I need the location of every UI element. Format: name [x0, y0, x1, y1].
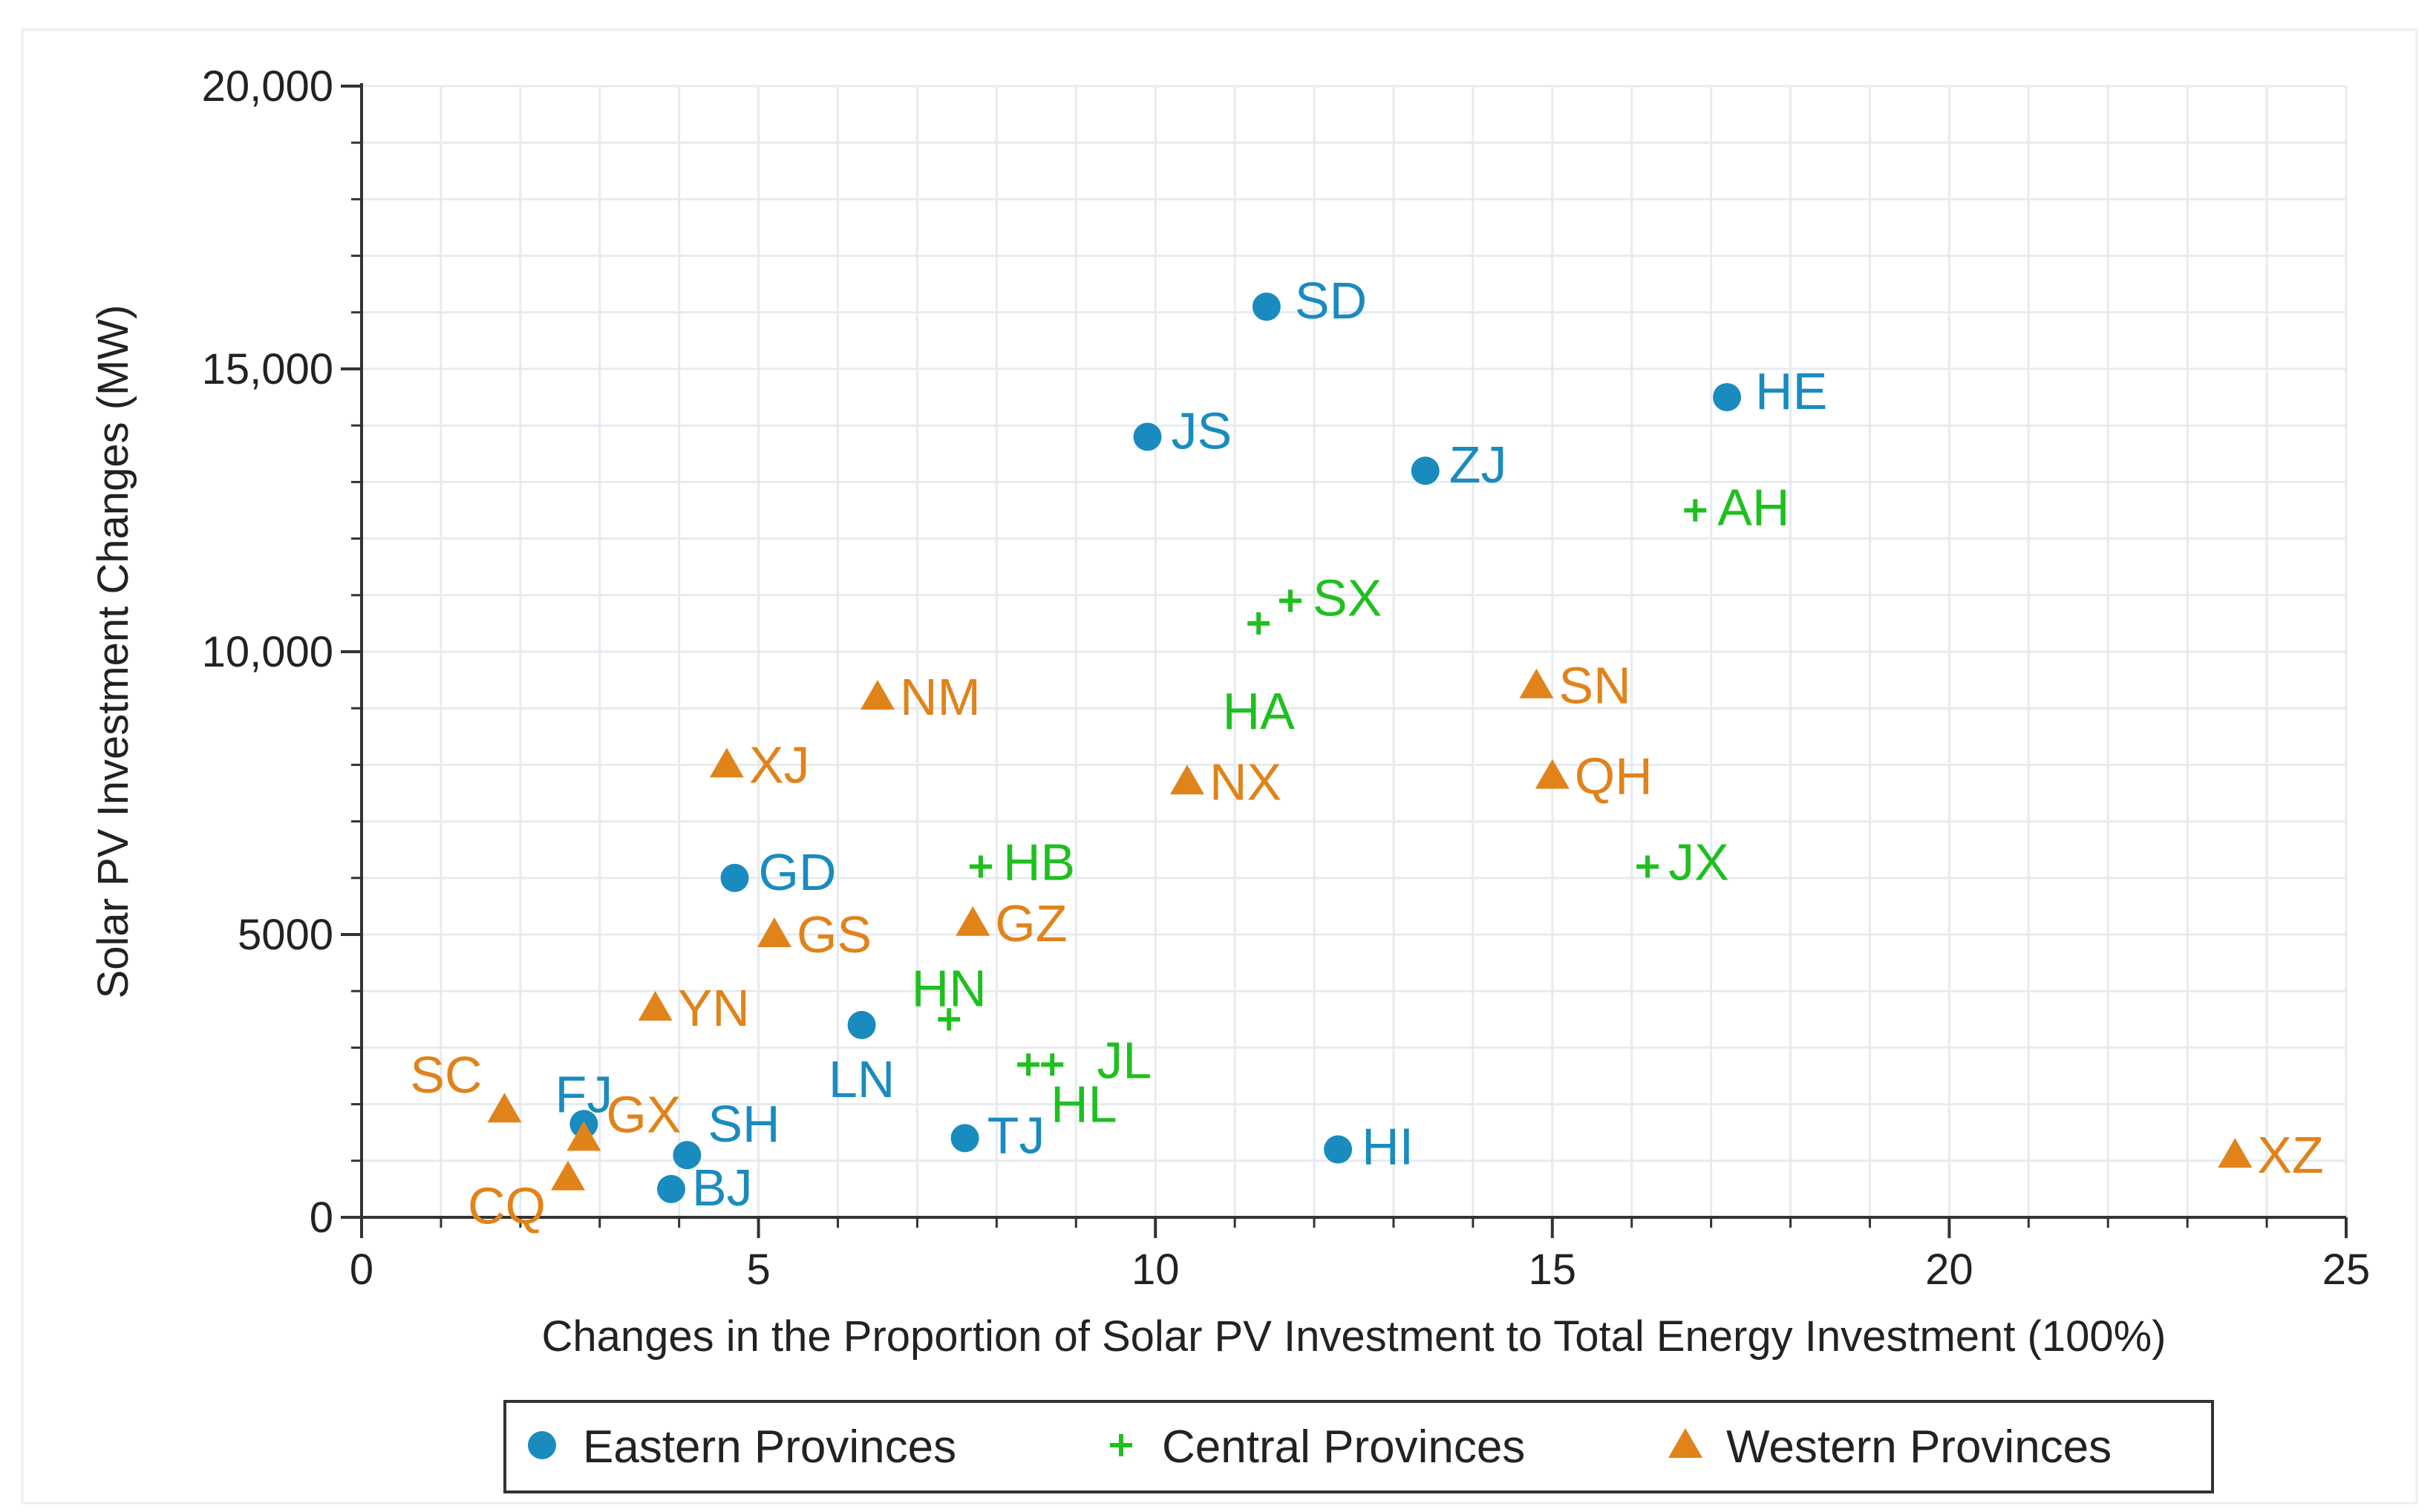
data-point-nm [860, 679, 895, 710]
data-point-bj [656, 1174, 685, 1203]
point-label-js: JS [1172, 402, 1232, 459]
point-label-ln: LN [829, 1050, 895, 1108]
point-label-ah: AH [1717, 479, 1789, 537]
data-point-gd [720, 863, 749, 892]
data-point-xj [709, 747, 744, 778]
legend-marker-plus [1110, 1434, 1132, 1456]
point-label-jx: JX [1668, 834, 1729, 891]
data-point-he [1713, 383, 1742, 412]
point-label-fj: FJ [555, 1065, 613, 1123]
data-point-qh [1535, 759, 1570, 789]
data-point-sd [1252, 292, 1281, 321]
data-point-gs [757, 917, 791, 947]
point-label-xj: XJ [749, 736, 810, 793]
data-point-jl [1041, 1053, 1064, 1076]
x-tick-label: 15 [1529, 1246, 1577, 1294]
x-tick-label: 25 [2322, 1246, 2371, 1294]
data-point-ln [847, 1010, 876, 1039]
y-tick-label: 0 [310, 1194, 333, 1242]
y-tick-label: 15,000 [202, 345, 333, 393]
legend: Eastern Provinces Central Provinces Wester… [503, 1400, 2214, 1493]
point-label-bj: BJ [692, 1159, 753, 1217]
data-point-ah [1684, 499, 1707, 522]
y-tick-label: 20,000 [202, 62, 333, 111]
data-point-nx [1169, 765, 1204, 795]
legend-label: Eastern Provinces [583, 1421, 956, 1473]
legend-marker-circle [528, 1431, 556, 1459]
point-label-xz: XZ [2257, 1126, 2323, 1184]
data-point-zj [1411, 456, 1440, 485]
point-label-jl: JL [1097, 1031, 1152, 1089]
point-label-hb: HB [1003, 834, 1075, 891]
y-tick-label: 10,000 [202, 628, 333, 676]
point-label-sn: SN [1558, 657, 1630, 715]
data-point-xz [2218, 1138, 2253, 1168]
point-label-gs: GS [797, 906, 872, 963]
x-tick-label: 20 [1925, 1246, 1973, 1294]
point-label-sh: SH [708, 1095, 780, 1153]
data-point-yn [638, 991, 673, 1021]
data-point-gz [956, 906, 990, 936]
point-label-hn: HN [912, 959, 987, 1017]
y-axis-title: Solar PV Investment Changes (MW) [89, 305, 137, 999]
legend-label: Western Provinces [1726, 1421, 2112, 1473]
data-point-jx [1636, 855, 1659, 878]
point-label-sc: SC [410, 1046, 482, 1104]
point-label-nx: NX [1209, 753, 1281, 811]
point-label-hl: HL [1051, 1075, 1117, 1133]
point-label-cq: CQ [468, 1177, 546, 1235]
data-point-ha [1247, 612, 1270, 635]
point-label-nm: NM [900, 668, 981, 726]
data-point-sc [487, 1093, 522, 1123]
data-point-gx [566, 1121, 601, 1151]
x-tick-label: 0 [350, 1246, 373, 1294]
data-point-cq [550, 1160, 585, 1191]
data-point-sh [673, 1141, 702, 1170]
point-label-sx: SX [1313, 569, 1382, 626]
y-tick-label: 5000 [238, 911, 333, 959]
point-label-gz: GZ [995, 894, 1067, 952]
point-label-qh: QH [1575, 747, 1653, 805]
x-axis-title: Changes in the Proportion of Solar PV In… [542, 1312, 2166, 1361]
point-label-gd: GD [759, 843, 837, 901]
axes: 0 5 10 15 20 25 0 5000 10,000 15,000 20,000 Changes… [89, 62, 2370, 1361]
data-point-sx [1279, 589, 1302, 612]
x-tick-label: 10 [1132, 1246, 1180, 1294]
legend-label: Central Provinces [1162, 1421, 1525, 1473]
point-label-sd: SD [1295, 272, 1367, 330]
legend-marker-triangle [1668, 1428, 1702, 1458]
data-point-tj [950, 1124, 979, 1153]
point-label-hi: HI [1362, 1118, 1414, 1176]
x-tick-label: 5 [746, 1246, 770, 1294]
point-label-zj: ZJ [1449, 436, 1507, 494]
point-label-tj: TJ [987, 1106, 1045, 1164]
point-label-he: HE [1755, 362, 1827, 420]
data-point-hb [969, 855, 992, 878]
point-label-gx: GX [606, 1085, 681, 1143]
data-point-hi [1324, 1135, 1353, 1164]
data-point-hn [938, 1008, 961, 1031]
data-point-hl [1017, 1053, 1040, 1076]
grid-lines [360, 85, 2348, 1219]
legend-box [503, 1400, 2214, 1493]
data-points [487, 292, 2253, 1203]
data-point-sn [1519, 668, 1554, 698]
point-label-yn: YN [678, 979, 750, 1037]
point-label-ha: HA [1223, 682, 1296, 740]
data-point-js [1133, 422, 1162, 451]
